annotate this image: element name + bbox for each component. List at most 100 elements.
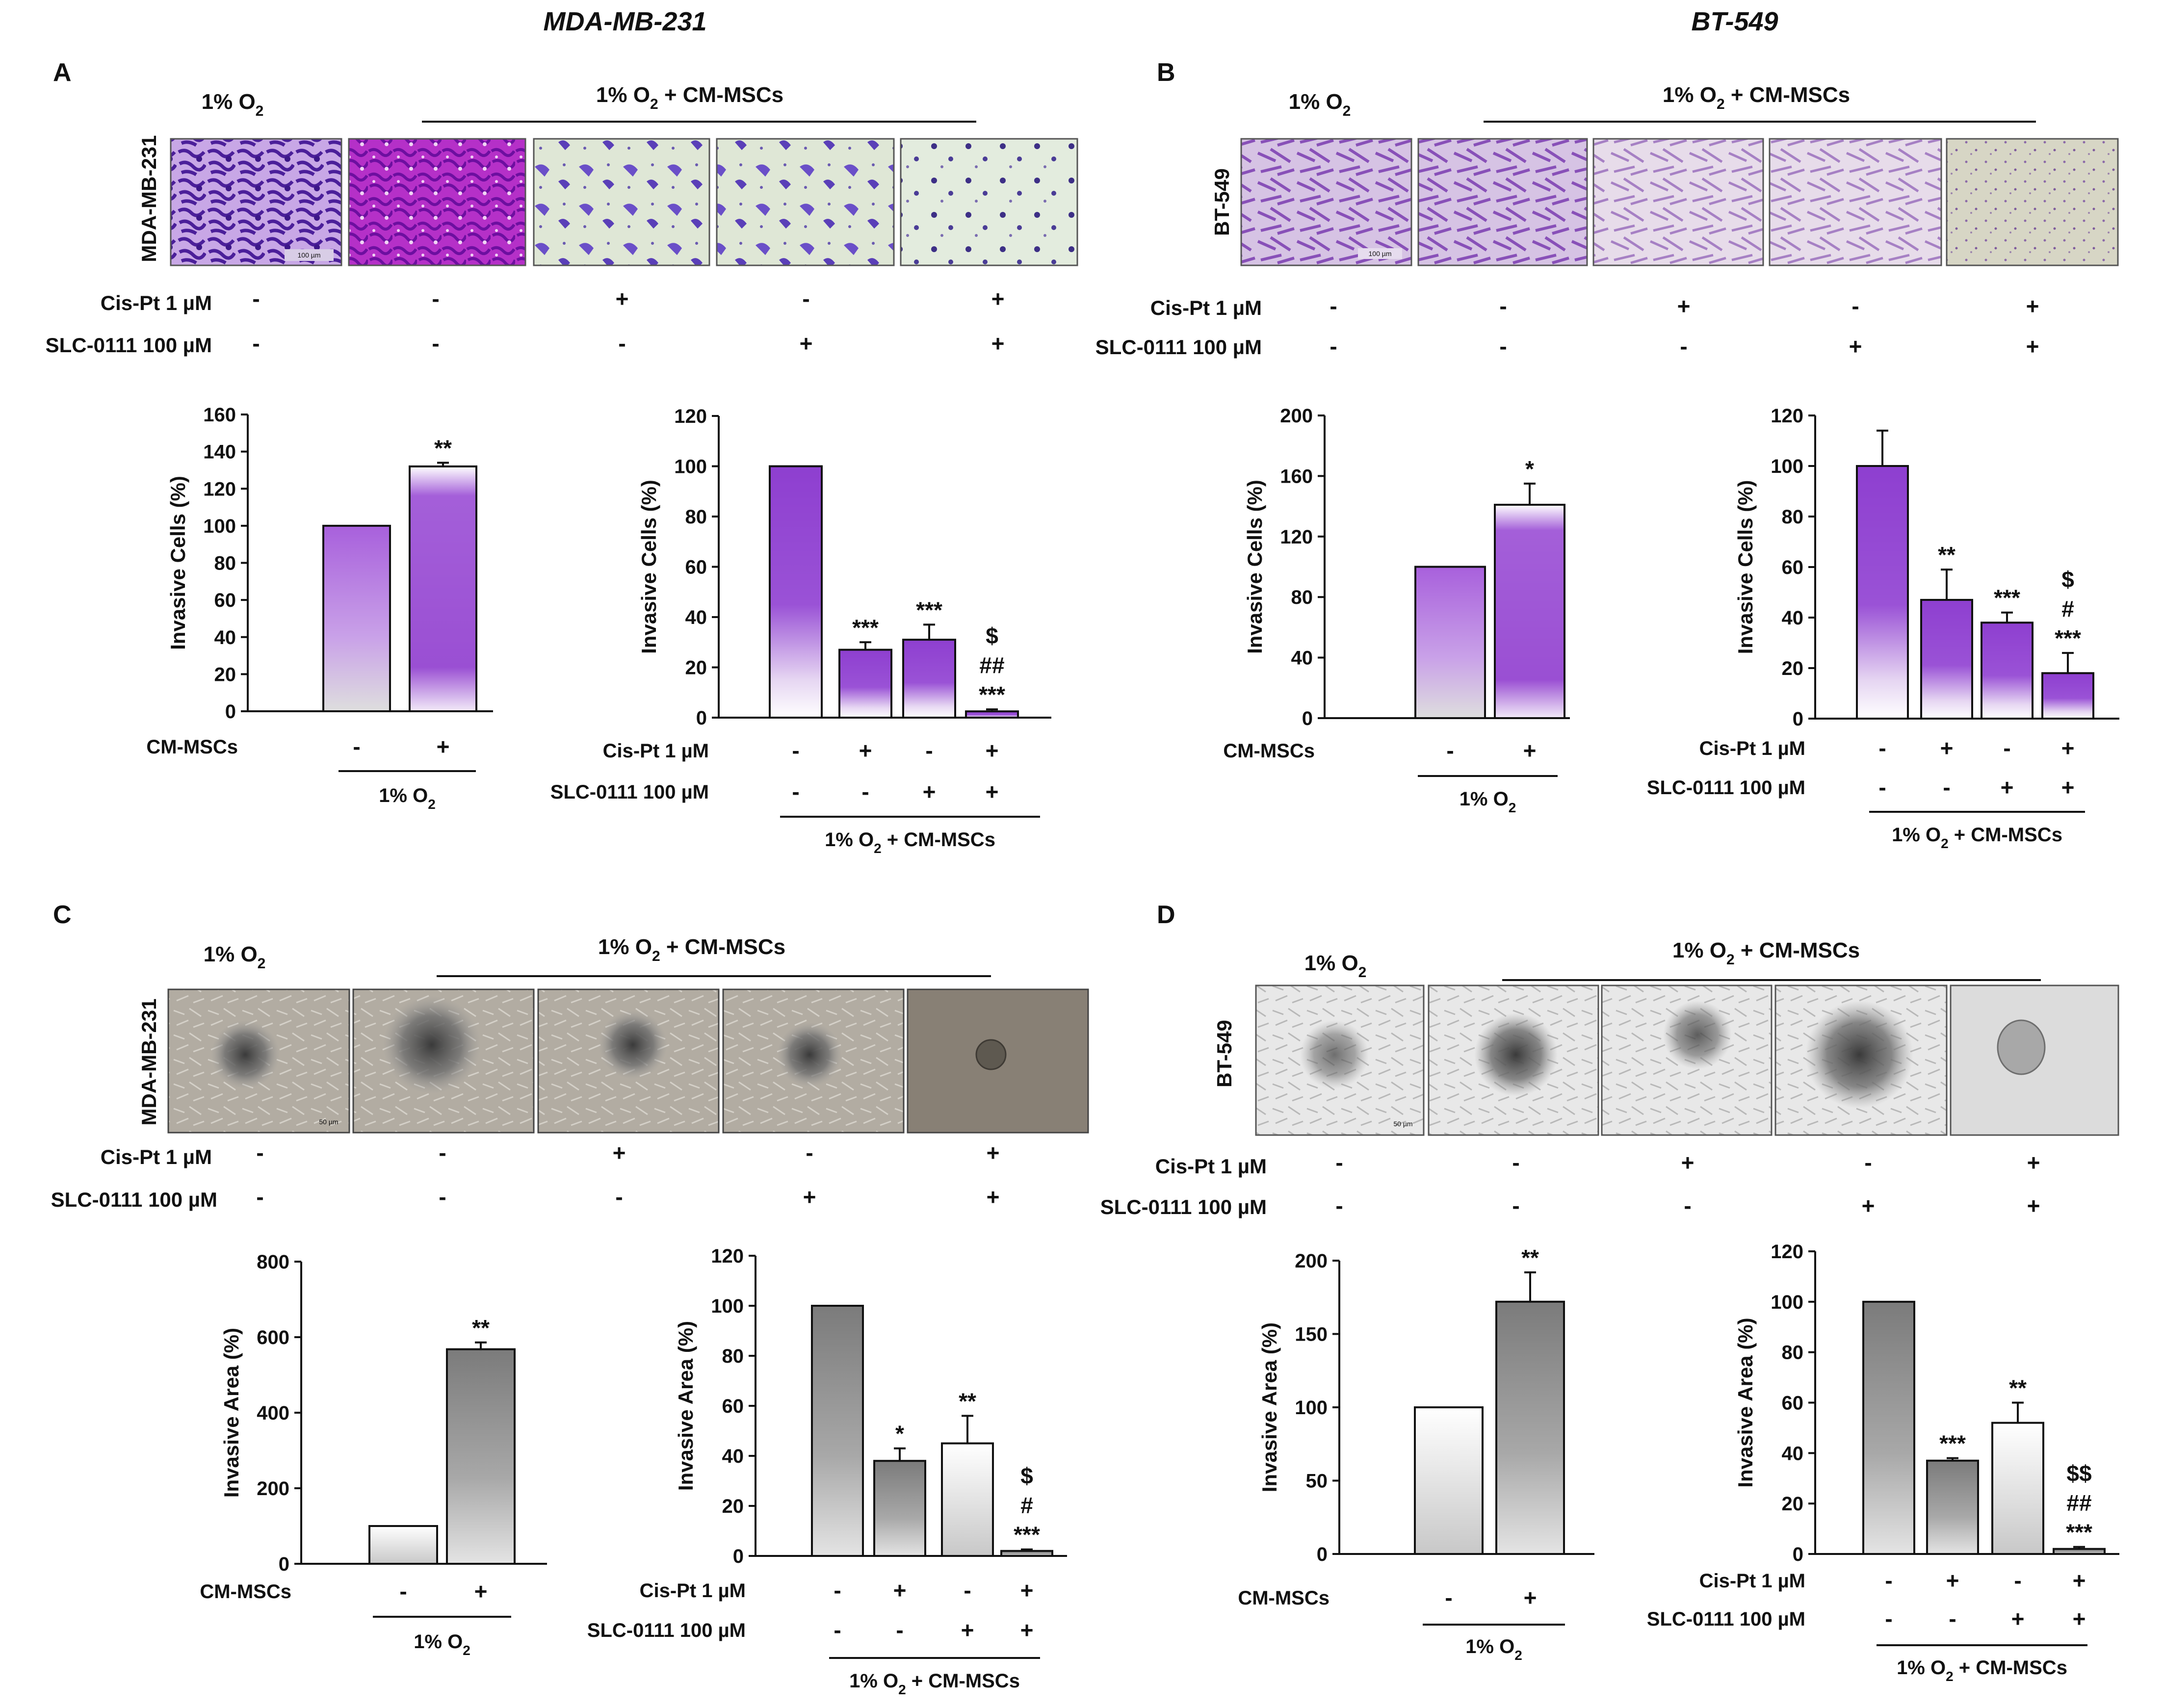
row-sign: - bbox=[925, 738, 933, 763]
bar bbox=[1862, 1300, 1915, 1555]
sign-c-r1-1: - bbox=[256, 1140, 263, 1165]
bar bbox=[1981, 621, 2034, 720]
significance-mark: ## bbox=[2066, 1490, 2091, 1516]
y-tick-label: 100 bbox=[1771, 1292, 1803, 1313]
sign-b-r1-3: + bbox=[1677, 293, 1691, 319]
group-label-main: 1% O bbox=[379, 785, 428, 806]
group-label-tail: + CM-MSCs bbox=[906, 1670, 1020, 1692]
y-tick-label: 60 bbox=[1782, 1393, 1804, 1414]
group-label-tail: + CM-MSCs bbox=[1954, 1657, 2067, 1679]
y-tick-label: 0 bbox=[1302, 708, 1313, 729]
cond-single-c: 1% O2 bbox=[204, 942, 266, 972]
y-tick-label: 20 bbox=[1782, 658, 1804, 679]
y-tick-label: 100 bbox=[711, 1295, 744, 1317]
bar bbox=[811, 1305, 864, 1557]
y-tick-label: 150 bbox=[1295, 1324, 1328, 1346]
panel-c: C 1% O2 1% O2 + CM-MSCs MDA-MB-231 50 µm… bbox=[51, 901, 1089, 1211]
row-sign: + bbox=[437, 734, 450, 759]
bar bbox=[1414, 566, 1486, 719]
row-sign: + bbox=[923, 779, 936, 804]
y-tick-label: 120 bbox=[711, 1245, 744, 1267]
group-label-tail: + CM-MSCs bbox=[1949, 824, 2062, 846]
sign-b-r1-1: - bbox=[1330, 293, 1337, 319]
cell-line-label-c: MDA-MB-231 bbox=[137, 998, 160, 1125]
micrograph-b-5 bbox=[1946, 138, 2119, 266]
y-tick-label: 100 bbox=[1771, 456, 1803, 477]
chart-a-right: 0 20 40 60 80 100 120 Invasive Cells (%) *** *** $… bbox=[550, 406, 1051, 856]
group-label-main: 1% O bbox=[1460, 788, 1509, 810]
panel-b: B 1% O2 1% O2 + CM-MSCs BT-549 100 µm Ci… bbox=[1095, 58, 2119, 359]
bar bbox=[2053, 1548, 2106, 1555]
significance-mark: $ bbox=[1020, 1463, 1033, 1489]
sign-c-r1-5: + bbox=[987, 1140, 1000, 1165]
row-sign: + bbox=[2061, 735, 2075, 761]
row-sign: - bbox=[1949, 1606, 1956, 1631]
sign-d-r2-5: + bbox=[2027, 1193, 2040, 1218]
treatment-row2-d: SLC-0111 100 µM bbox=[1100, 1195, 1267, 1218]
row-sign: + bbox=[893, 1578, 907, 1603]
group-label-main: 1% O bbox=[849, 1670, 898, 1692]
row-sign: + bbox=[1524, 1585, 1537, 1610]
row-sign: + bbox=[2061, 775, 2075, 800]
panel-label-a: A bbox=[53, 58, 72, 87]
significance-mark: # bbox=[2061, 596, 2074, 621]
group-label: 1% O2 bbox=[1460, 788, 1516, 815]
micrograph-c-5 bbox=[907, 988, 1089, 1134]
row-sign: + bbox=[1020, 1617, 1034, 1643]
sign-a-r1-4: - bbox=[802, 286, 809, 311]
significance-mark: # bbox=[1020, 1493, 1033, 1518]
bar bbox=[965, 710, 1019, 719]
group-label-main: 1% O bbox=[414, 1631, 463, 1653]
panel-label-b: B bbox=[1157, 58, 1175, 87]
bar bbox=[1414, 1406, 1484, 1555]
group-label-sub: 2 bbox=[1509, 800, 1516, 815]
panel-d: D 1% O2 1% O2 + CM-MSCs BT-549 50 µm Cis… bbox=[1100, 901, 2119, 1218]
y-axis-label: Invasive Cells (%) bbox=[166, 476, 189, 650]
y-tick-label: 80 bbox=[1291, 587, 1313, 608]
bar bbox=[1991, 1422, 2044, 1555]
bar bbox=[446, 1348, 516, 1565]
treatment-row2-b: SLC-0111 100 µM bbox=[1095, 336, 1262, 359]
y-tick-label: 40 bbox=[1782, 607, 1804, 629]
group-label: 1% O2 + CM-MSCs bbox=[825, 829, 995, 856]
bar bbox=[1000, 1550, 1053, 1557]
significance-mark: ** bbox=[1521, 1245, 1539, 1270]
y-tick-label: 0 bbox=[733, 1546, 744, 1567]
group-label: 1% O2 bbox=[379, 785, 436, 812]
significance-mark: *** bbox=[979, 682, 1005, 707]
y-tick-label: 200 bbox=[1295, 1250, 1328, 1272]
row-sign: - bbox=[964, 1578, 971, 1603]
significance-mark: ** bbox=[2009, 1375, 2027, 1401]
row-label: CM-MSCs bbox=[146, 736, 238, 758]
y-tick-label: 100 bbox=[203, 516, 236, 537]
group-label-main: 1% O bbox=[1897, 1657, 1946, 1679]
row-sign: - bbox=[834, 1617, 841, 1643]
row-sign: + bbox=[986, 779, 999, 804]
y-tick-label: 60 bbox=[722, 1396, 744, 1417]
group-label: 1% O2 bbox=[414, 1631, 470, 1658]
row-label: SLC-0111 100 µM bbox=[550, 781, 709, 803]
group-label: 1% O2 + CM-MSCs bbox=[849, 1670, 1020, 1697]
significance-mark: ** bbox=[434, 435, 452, 461]
y-tick-label: 80 bbox=[685, 506, 707, 528]
row-label: Cis-Pt 1 µM bbox=[1699, 1570, 1805, 1592]
micrograph-a-2 bbox=[348, 138, 526, 266]
y-tick-label: 60 bbox=[1782, 557, 1804, 578]
y-tick-label: 200 bbox=[1280, 405, 1313, 427]
sign-c-r2-4: + bbox=[803, 1184, 816, 1210]
bar bbox=[873, 1460, 926, 1557]
y-tick-label: 140 bbox=[203, 441, 236, 463]
bar bbox=[368, 1525, 438, 1565]
y-tick-label: 0 bbox=[225, 701, 236, 723]
y-tick-label: 200 bbox=[257, 1478, 289, 1500]
group-label: 1% O2 + CM-MSCs bbox=[1892, 824, 2062, 851]
significance-mark: * bbox=[895, 1421, 904, 1447]
y-tick-label: 40 bbox=[722, 1446, 744, 1467]
sign-d-r2-4: + bbox=[1862, 1193, 1875, 1218]
bar bbox=[409, 465, 477, 712]
cond-group-b: 1% O2 + CM-MSCs bbox=[1663, 83, 1850, 112]
y-axis-label: Invasive Cells (%) bbox=[637, 480, 660, 654]
micrograph-d-4 bbox=[1774, 984, 1948, 1136]
